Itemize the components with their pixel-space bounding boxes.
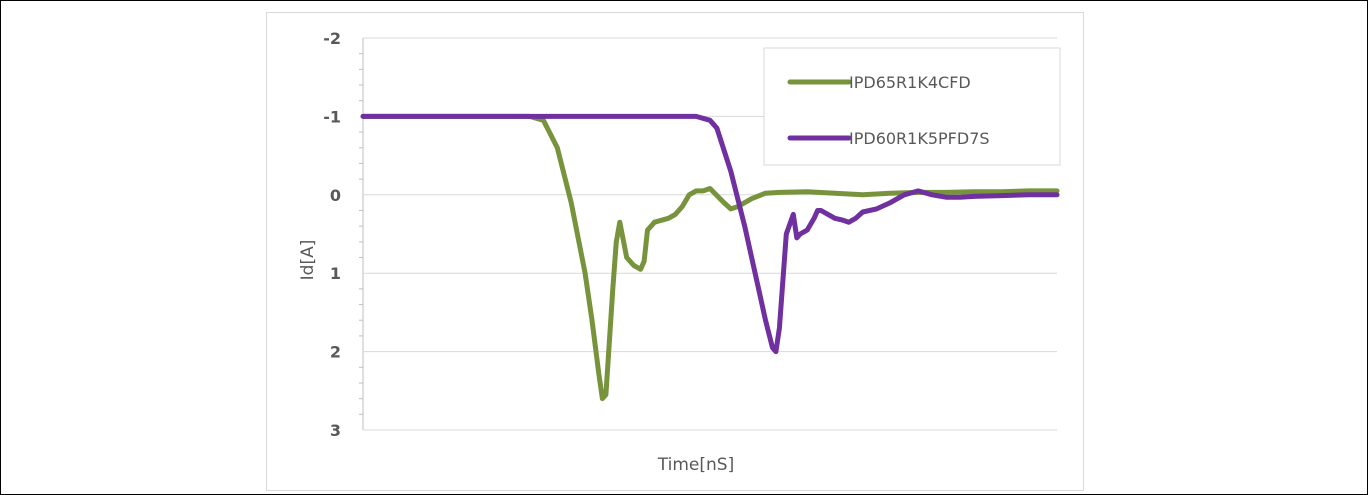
- y-tick-label: 2: [330, 343, 341, 362]
- chart-area: -2 -1 0 1 2 3 Time[nS] Id[A] IPD65R1K4CFD IPD6…: [266, 12, 1084, 491]
- y-tick-label: -2: [323, 29, 341, 48]
- y-tick-label: 3: [330, 421, 341, 440]
- legend-label: IPD65R1K4CFD: [849, 73, 971, 92]
- x-axis-title: Time[nS]: [657, 455, 734, 475]
- series-lines: [360, 113, 1060, 402]
- legend-box: [763, 47, 1061, 166]
- legend-label: IPD60R1K5PFD7S: [849, 129, 990, 148]
- y-tick-label: -1: [323, 107, 341, 126]
- y-axis-title: Id[A]: [298, 240, 318, 281]
- y-tick-label: 1: [330, 264, 341, 283]
- series-line-0: [360, 113, 1060, 402]
- y-tick-label: 0: [330, 186, 341, 205]
- y-tick-labels: -2 -1 0 1 2 3: [323, 29, 341, 440]
- series-line-1: [360, 113, 1060, 355]
- legend: IPD65R1K4CFD IPD60R1K5PFD7S: [763, 47, 1061, 166]
